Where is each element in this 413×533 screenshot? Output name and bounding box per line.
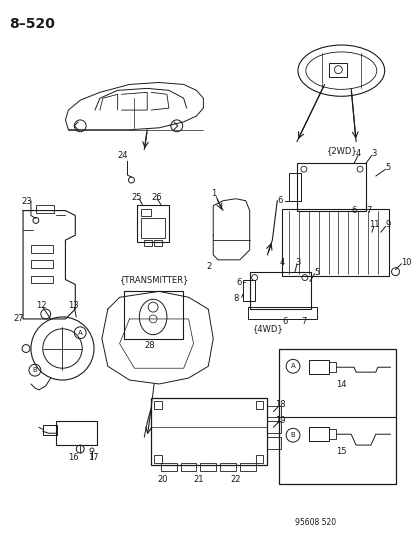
Text: 12: 12	[36, 301, 46, 310]
Text: 3: 3	[370, 149, 375, 158]
Bar	[329, 63, 347, 77]
Text: B: B	[33, 367, 37, 373]
Text: 14: 14	[336, 380, 346, 389]
Text: 11: 11	[368, 221, 378, 229]
Text: 23: 23	[21, 197, 32, 206]
Bar	[43, 425, 57, 435]
Text: B: B	[290, 432, 295, 438]
Bar	[31, 260, 52, 268]
Bar	[267, 437, 280, 449]
Text: {2WD}: {2WD}	[326, 147, 356, 156]
Bar	[249, 272, 310, 309]
Text: 27: 27	[13, 314, 24, 323]
Bar	[154, 401, 161, 409]
Bar	[161, 463, 176, 471]
Text: 22: 22	[230, 474, 240, 483]
Text: 8–520: 8–520	[9, 18, 55, 31]
Bar	[36, 205, 53, 213]
Text: 5: 5	[314, 268, 319, 277]
Bar	[141, 208, 151, 216]
Bar	[55, 422, 97, 445]
Bar	[267, 422, 280, 433]
Text: 4: 4	[355, 149, 361, 158]
Text: 20: 20	[157, 474, 167, 483]
Text: 15: 15	[336, 447, 346, 456]
Text: 6: 6	[282, 317, 287, 326]
Text: 19: 19	[275, 416, 285, 424]
Text: 6: 6	[277, 196, 282, 205]
Bar	[308, 360, 328, 374]
Text: 5: 5	[385, 163, 390, 172]
Text: 7: 7	[365, 206, 370, 215]
Bar	[31, 276, 52, 284]
Text: {4WD}: {4WD}	[252, 324, 283, 333]
Text: 25: 25	[131, 193, 142, 202]
Text: 13: 13	[68, 301, 79, 310]
Text: 9: 9	[385, 221, 390, 229]
Bar	[279, 349, 394, 484]
Text: 1: 1	[210, 189, 215, 198]
Bar	[154, 455, 161, 463]
Bar	[288, 173, 300, 201]
Bar	[239, 463, 255, 471]
Bar	[296, 163, 365, 211]
Bar	[255, 401, 263, 409]
Text: 16: 16	[68, 453, 79, 462]
Bar	[247, 307, 316, 319]
Text: 6: 6	[235, 278, 241, 287]
Text: 7: 7	[300, 317, 306, 326]
Text: 6: 6	[350, 206, 356, 215]
Text: 4: 4	[279, 258, 284, 267]
Text: 24: 24	[117, 151, 128, 160]
Bar	[154, 240, 161, 246]
Bar	[200, 463, 216, 471]
Bar	[328, 362, 336, 372]
Bar	[151, 398, 267, 465]
Text: A: A	[78, 330, 82, 336]
Text: 10: 10	[401, 258, 411, 267]
Text: 3: 3	[294, 258, 300, 267]
Text: 2: 2	[206, 262, 211, 271]
Text: 28: 28	[145, 341, 155, 350]
Text: 21: 21	[193, 474, 204, 483]
Bar	[180, 463, 196, 471]
Bar	[220, 463, 235, 471]
Text: 26: 26	[151, 193, 161, 202]
Bar	[242, 279, 254, 301]
Bar	[31, 245, 52, 253]
Bar	[144, 240, 152, 246]
Text: 95608 520: 95608 520	[294, 518, 335, 527]
Text: 17: 17	[88, 453, 98, 462]
Bar	[123, 292, 182, 338]
Text: 18: 18	[275, 400, 285, 409]
Text: 8: 8	[233, 294, 238, 303]
Text: {TRANSMITTER}: {TRANSMITTER}	[119, 276, 189, 285]
Bar	[328, 429, 336, 439]
Bar	[267, 406, 280, 417]
Text: A: A	[290, 364, 295, 369]
Bar	[282, 208, 388, 276]
Bar	[137, 205, 169, 242]
Bar	[141, 219, 164, 238]
Bar	[255, 455, 263, 463]
Bar	[308, 427, 328, 441]
